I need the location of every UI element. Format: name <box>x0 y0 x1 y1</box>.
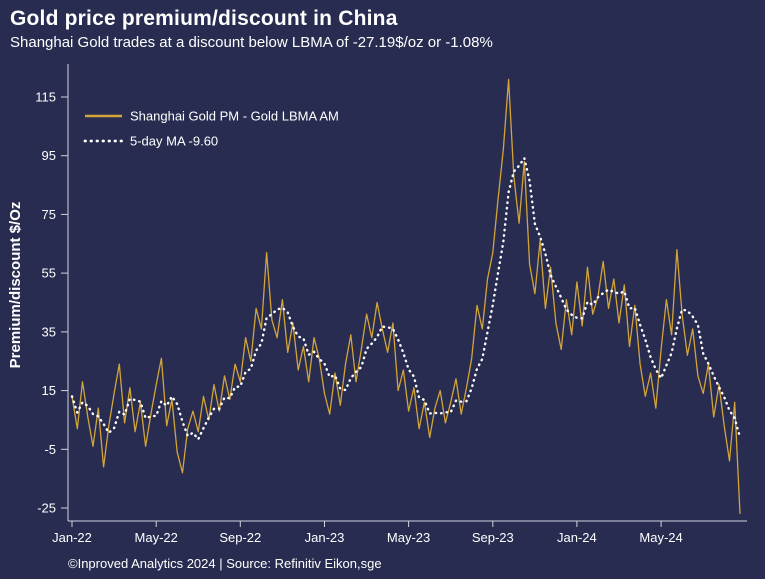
svg-text:-5: -5 <box>44 442 56 457</box>
svg-text:Jan-22: Jan-22 <box>52 530 92 545</box>
svg-text:Jan-24: Jan-24 <box>557 530 597 545</box>
moving-average-series-line <box>70 155 742 442</box>
svg-text:Sep-23: Sep-23 <box>472 530 514 545</box>
svg-text:Sep-22: Sep-22 <box>219 530 261 545</box>
svg-text:Jan-23: Jan-23 <box>305 530 345 545</box>
svg-text:115: 115 <box>35 90 56 105</box>
svg-text:75: 75 <box>42 207 56 222</box>
legend-ma-label: 5-day MA -9.60 <box>130 134 218 149</box>
y-axis-title: Premium/discount $/Oz <box>7 202 24 369</box>
legend-gold-label: Shanghai Gold PM - Gold LBMA AM <box>130 109 339 124</box>
chart-header: Gold price premium/discount in China Sha… <box>0 0 765 56</box>
shanghai-gold-series-line <box>71 78 741 514</box>
svg-text:May-24: May-24 <box>639 530 682 545</box>
svg-text:95: 95 <box>42 148 56 163</box>
svg-text:May-22: May-22 <box>135 530 178 545</box>
svg-text:55: 55 <box>42 266 56 281</box>
x-axis-ticks: Jan-22 May-22 Sep-22 Jan-23 May-23 Sep-23 Jan-… <box>52 521 683 545</box>
page-title: Gold price premium/discount in China <box>10 7 398 30</box>
svg-text:-25: -25 <box>37 501 56 516</box>
y-axis-ticks: 115 95 75 55 35 15 -5 -25 <box>35 90 68 516</box>
svg-text:35: 35 <box>42 324 56 339</box>
legend: Shanghai Gold PM - Gold LBMA AM 5-day MA… <box>83 109 339 149</box>
source-attribution: ©Inproved Analytics 2024 | Source: Refin… <box>68 556 382 571</box>
svg-text:May-23: May-23 <box>387 530 430 545</box>
page-subtitle: Shanghai Gold trades at a discount below… <box>10 34 493 51</box>
svg-text:15: 15 <box>42 383 56 398</box>
axes <box>67 64 747 522</box>
